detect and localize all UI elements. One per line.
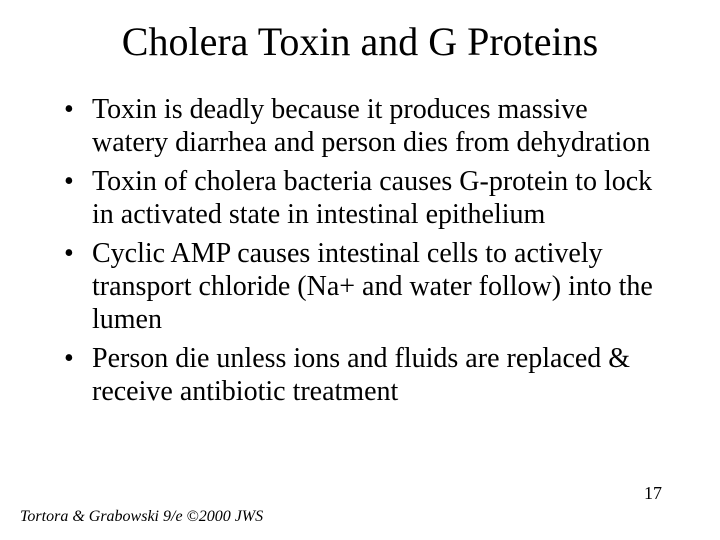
list-item: Person die unless ions and fluids are re… <box>60 342 670 408</box>
page-number: 17 <box>644 483 662 504</box>
list-item: Toxin of cholera bacteria causes G-prote… <box>60 165 670 231</box>
list-item: Toxin is deadly because it produces mass… <box>60 93 670 159</box>
slide-title: Cholera Toxin and G Proteins <box>0 0 720 93</box>
footer-citation: Tortora & Grabowski 9/e ©2000 JWS <box>20 508 263 526</box>
slide: Cholera Toxin and G Proteins Toxin is de… <box>0 0 720 540</box>
list-item: Cyclic AMP causes intestinal cells to ac… <box>60 237 670 336</box>
bullet-list: Toxin is deadly because it produces mass… <box>0 93 720 408</box>
